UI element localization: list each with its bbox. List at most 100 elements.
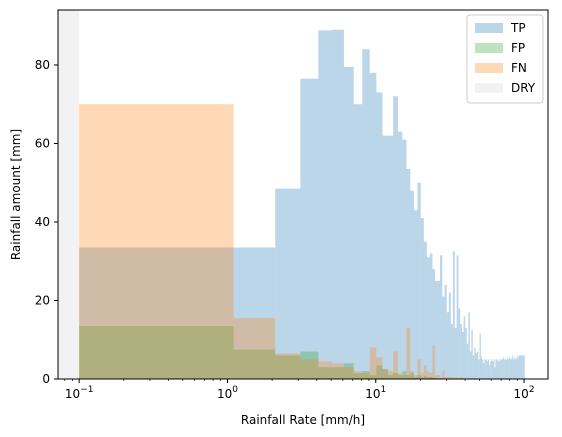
tp-bar-75 (505, 359, 507, 379)
tp-bar-68 (499, 361, 501, 379)
tp-bar-11 (382, 135, 389, 379)
x-axis-ticks: 10−1 100 101 102 (64, 379, 535, 401)
tp-bar-93 (519, 355, 521, 379)
tp-bar-21 (423, 241, 427, 379)
fn-bar-8 (362, 373, 370, 379)
tp-bar-28 (442, 296, 445, 379)
y-axis-label: Rainfall amount [mm] (9, 129, 23, 260)
tp-bar-56 (486, 361, 488, 379)
tp-bar-12 (388, 135, 394, 379)
fn-bar-31 (448, 377, 451, 379)
fn-bar-22 (426, 371, 430, 379)
fn-bar-19 (417, 359, 421, 379)
tp-bar-76 (506, 359, 508, 379)
tp-bar-8 (362, 49, 370, 380)
tp-bar-41 (466, 343, 469, 379)
fn-bar-2 (275, 353, 301, 379)
tp-bar-88 (515, 359, 517, 379)
fn-bar-12 (388, 371, 394, 379)
tp-bar-96 (521, 355, 523, 379)
tp-bar-61 (492, 361, 494, 379)
tp-bar-73 (503, 359, 505, 379)
fp-bar-15 (402, 371, 407, 379)
tp-bar-38 (461, 331, 464, 379)
fp-bar-5 (332, 367, 344, 379)
tp-bar-20 (420, 218, 424, 379)
y-tick-label-0: 0 (42, 372, 50, 386)
fn-bar-33 (452, 377, 455, 379)
fn-bar-0 (79, 104, 234, 379)
tp-bar-97 (522, 355, 523, 379)
tp-bar-17 (410, 190, 414, 379)
tp-bar-54 (484, 359, 486, 379)
fp-bar-16 (406, 375, 411, 379)
fn-bar-6 (343, 367, 354, 379)
tp-bar-59 (490, 361, 492, 379)
tp-bar-5 (332, 29, 344, 380)
y-axis-ticks: 0 20 40 60 80 (35, 58, 58, 386)
tp-bar-4 (318, 30, 333, 379)
fn-bar-36 (458, 377, 461, 379)
tp-bar-95 (520, 355, 522, 379)
fn-bar-4 (318, 361, 333, 379)
fp-bar-23 (429, 377, 433, 379)
x-tick-label-3: 102 (514, 385, 535, 401)
fp-bar-17 (410, 373, 414, 379)
fp-bar-10 (376, 365, 383, 379)
fp-bar-13 (393, 373, 398, 379)
tp-bar-13 (393, 96, 398, 380)
fn-bar-15 (402, 375, 407, 379)
tp-bar-0 (79, 247, 234, 379)
tp-bar-15 (402, 139, 407, 379)
fp-bar-12 (388, 375, 394, 379)
tp-bar-43 (469, 351, 472, 379)
fn-bar-16 (406, 327, 411, 379)
y-tick-label-2: 40 (35, 215, 50, 229)
tp-bar-2 (275, 188, 301, 379)
tp-bar-48 (476, 351, 479, 379)
tp-bar-79 (508, 357, 510, 379)
fn-bar-9 (369, 347, 377, 379)
tp-bar-60 (491, 359, 493, 379)
series-fn-bars (79, 104, 464, 379)
tp-bar-86 (514, 359, 516, 379)
tp-bar-90 (517, 355, 519, 379)
tp-bar-34 (454, 327, 457, 379)
tp-bar-19 (417, 182, 421, 379)
tp-bar-51 (480, 357, 483, 379)
fp-bar-9 (369, 375, 377, 379)
tp-bar-1 (233, 247, 276, 379)
fp-bar-20 (420, 377, 424, 379)
tp-bar-25 (435, 280, 438, 379)
tp-bar-35 (456, 255, 459, 379)
fp-bar-18 (413, 377, 418, 379)
fn-bar-28 (442, 371, 445, 379)
tp-bar-71 (502, 359, 503, 379)
series-tp-bars (79, 29, 525, 380)
tp-bar-16 (406, 168, 411, 379)
fp-bar-7 (353, 373, 363, 379)
tp-bar-69 (500, 359, 502, 379)
fn-bar-38 (461, 377, 464, 379)
fp-bar-22 (426, 377, 430, 379)
tp-bar-91 (518, 357, 519, 379)
fn-bar-32 (450, 377, 453, 379)
tp-bar-18 (413, 210, 418, 379)
x-tick-label-0: 10−1 (65, 385, 94, 401)
fn-bar-14 (397, 373, 403, 379)
fp-bar-24 (432, 377, 436, 379)
tp-bar-80 (509, 359, 511, 379)
y-tick-label-1: 20 (35, 293, 50, 307)
x-tick-label-1: 100 (217, 385, 238, 401)
fn-bar-34 (454, 377, 457, 379)
fn-bar-37 (460, 377, 462, 379)
x-tick-label-2: 101 (365, 385, 386, 401)
fn-bar-17 (410, 371, 414, 379)
tp-bar-57 (487, 359, 490, 379)
tp-bar-24 (432, 269, 436, 379)
fn-bar-24 (432, 345, 436, 379)
fn-bar-26 (437, 375, 440, 379)
fn-bar-23 (429, 373, 433, 379)
tp-bar-94 (520, 355, 521, 379)
